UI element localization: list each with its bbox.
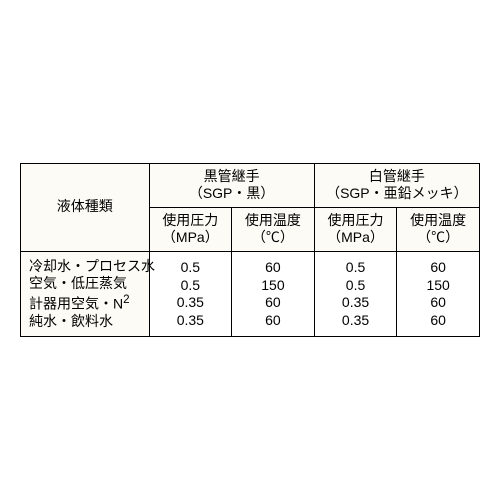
header-group-white-l1: 白管継手 [369,168,425,184]
row-label-2-sub: 2 [123,293,129,306]
header-pressure-l2b: （MPa） [327,229,384,245]
val-r1-wt: 150 [399,277,477,295]
header-row-groups: 液体種類 黒管継手 （SGP・黒） 白管継手 （SGP・亜鉛メッキ） [21,163,480,207]
val-r0-wt: 60 [399,259,477,277]
row-label-2: 計器用空気・N2 [29,293,141,313]
val-r0-bp: 0.5 [152,259,230,277]
spec-table-container: 液体種類 黒管継手 （SGP・黒） 白管継手 （SGP・亜鉛メッキ） 使用圧力 … [20,163,480,338]
header-group-white: 白管継手 （SGP・亜鉛メッキ） [314,163,479,207]
header-temp-l1: 使用温度 [245,212,301,228]
header-fluid-type-label: 液体種類 [57,198,113,214]
header-black-pressure: 使用圧力 （MPa） [149,207,232,251]
col-black-temp: 60 150 60 60 [232,251,315,337]
header-group-white-l2: （SGP・亜鉛メッキ） [326,185,468,201]
val-r0-bt: 60 [234,259,312,277]
header-black-temp: 使用温度 （℃） [232,207,315,251]
val-r3-wp: 0.35 [317,312,395,330]
row-label-3: 純水・飲料水 [29,313,141,331]
header-fluid-type: 液体種類 [21,163,150,251]
val-r3-bp: 0.35 [152,312,230,330]
header-white-pressure: 使用圧力 （MPa） [314,207,397,251]
val-r3-bt: 60 [234,312,312,330]
header-group-black: 黒管継手 （SGP・黒） [149,163,314,207]
val-r1-bp: 0.5 [152,277,230,295]
val-r2-wt: 60 [399,294,477,312]
header-pressure-l1: 使用圧力 [162,212,218,228]
val-r1-wp: 0.5 [317,277,395,295]
header-temp-l2: （℃） [252,229,294,245]
body-row: 冷却水・プロセス水 空気・低圧蒸気 計器用空気・N2 純水・飲料水 0.5 0.… [21,251,480,337]
spec-table: 液体種類 黒管継手 （SGP・黒） 白管継手 （SGP・亜鉛メッキ） 使用圧力 … [20,163,480,338]
col-black-pressure: 0.5 0.5 0.35 0.35 [149,251,232,337]
header-pressure-l2: （MPa） [162,229,219,245]
val-r1-bt: 150 [234,277,312,295]
val-r2-wp: 0.35 [317,294,395,312]
val-r2-bt: 60 [234,294,312,312]
val-r3-wt: 60 [399,312,477,330]
row-labels-cell: 冷却水・プロセス水 空気・低圧蒸気 計器用空気・N2 純水・飲料水 [21,251,150,337]
header-group-black-l1: 黒管継手 [204,168,260,184]
header-temp-l1b: 使用温度 [410,212,466,228]
header-white-temp: 使用温度 （℃） [397,207,480,251]
row-label-1: 空気・低圧蒸気 [29,275,141,293]
header-temp-l2b: （℃） [417,229,459,245]
row-label-0: 冷却水・プロセス水 [29,258,141,276]
val-r0-wp: 0.5 [317,259,395,277]
col-white-pressure: 0.5 0.5 0.35 0.35 [314,251,397,337]
header-group-black-l2: （SGP・黒） [189,185,275,201]
col-white-temp: 60 150 60 60 [397,251,480,337]
val-r2-bp: 0.35 [152,294,230,312]
row-label-2-prefix: 計器用空気・N [29,295,123,311]
header-pressure-l1b: 使用圧力 [328,212,384,228]
